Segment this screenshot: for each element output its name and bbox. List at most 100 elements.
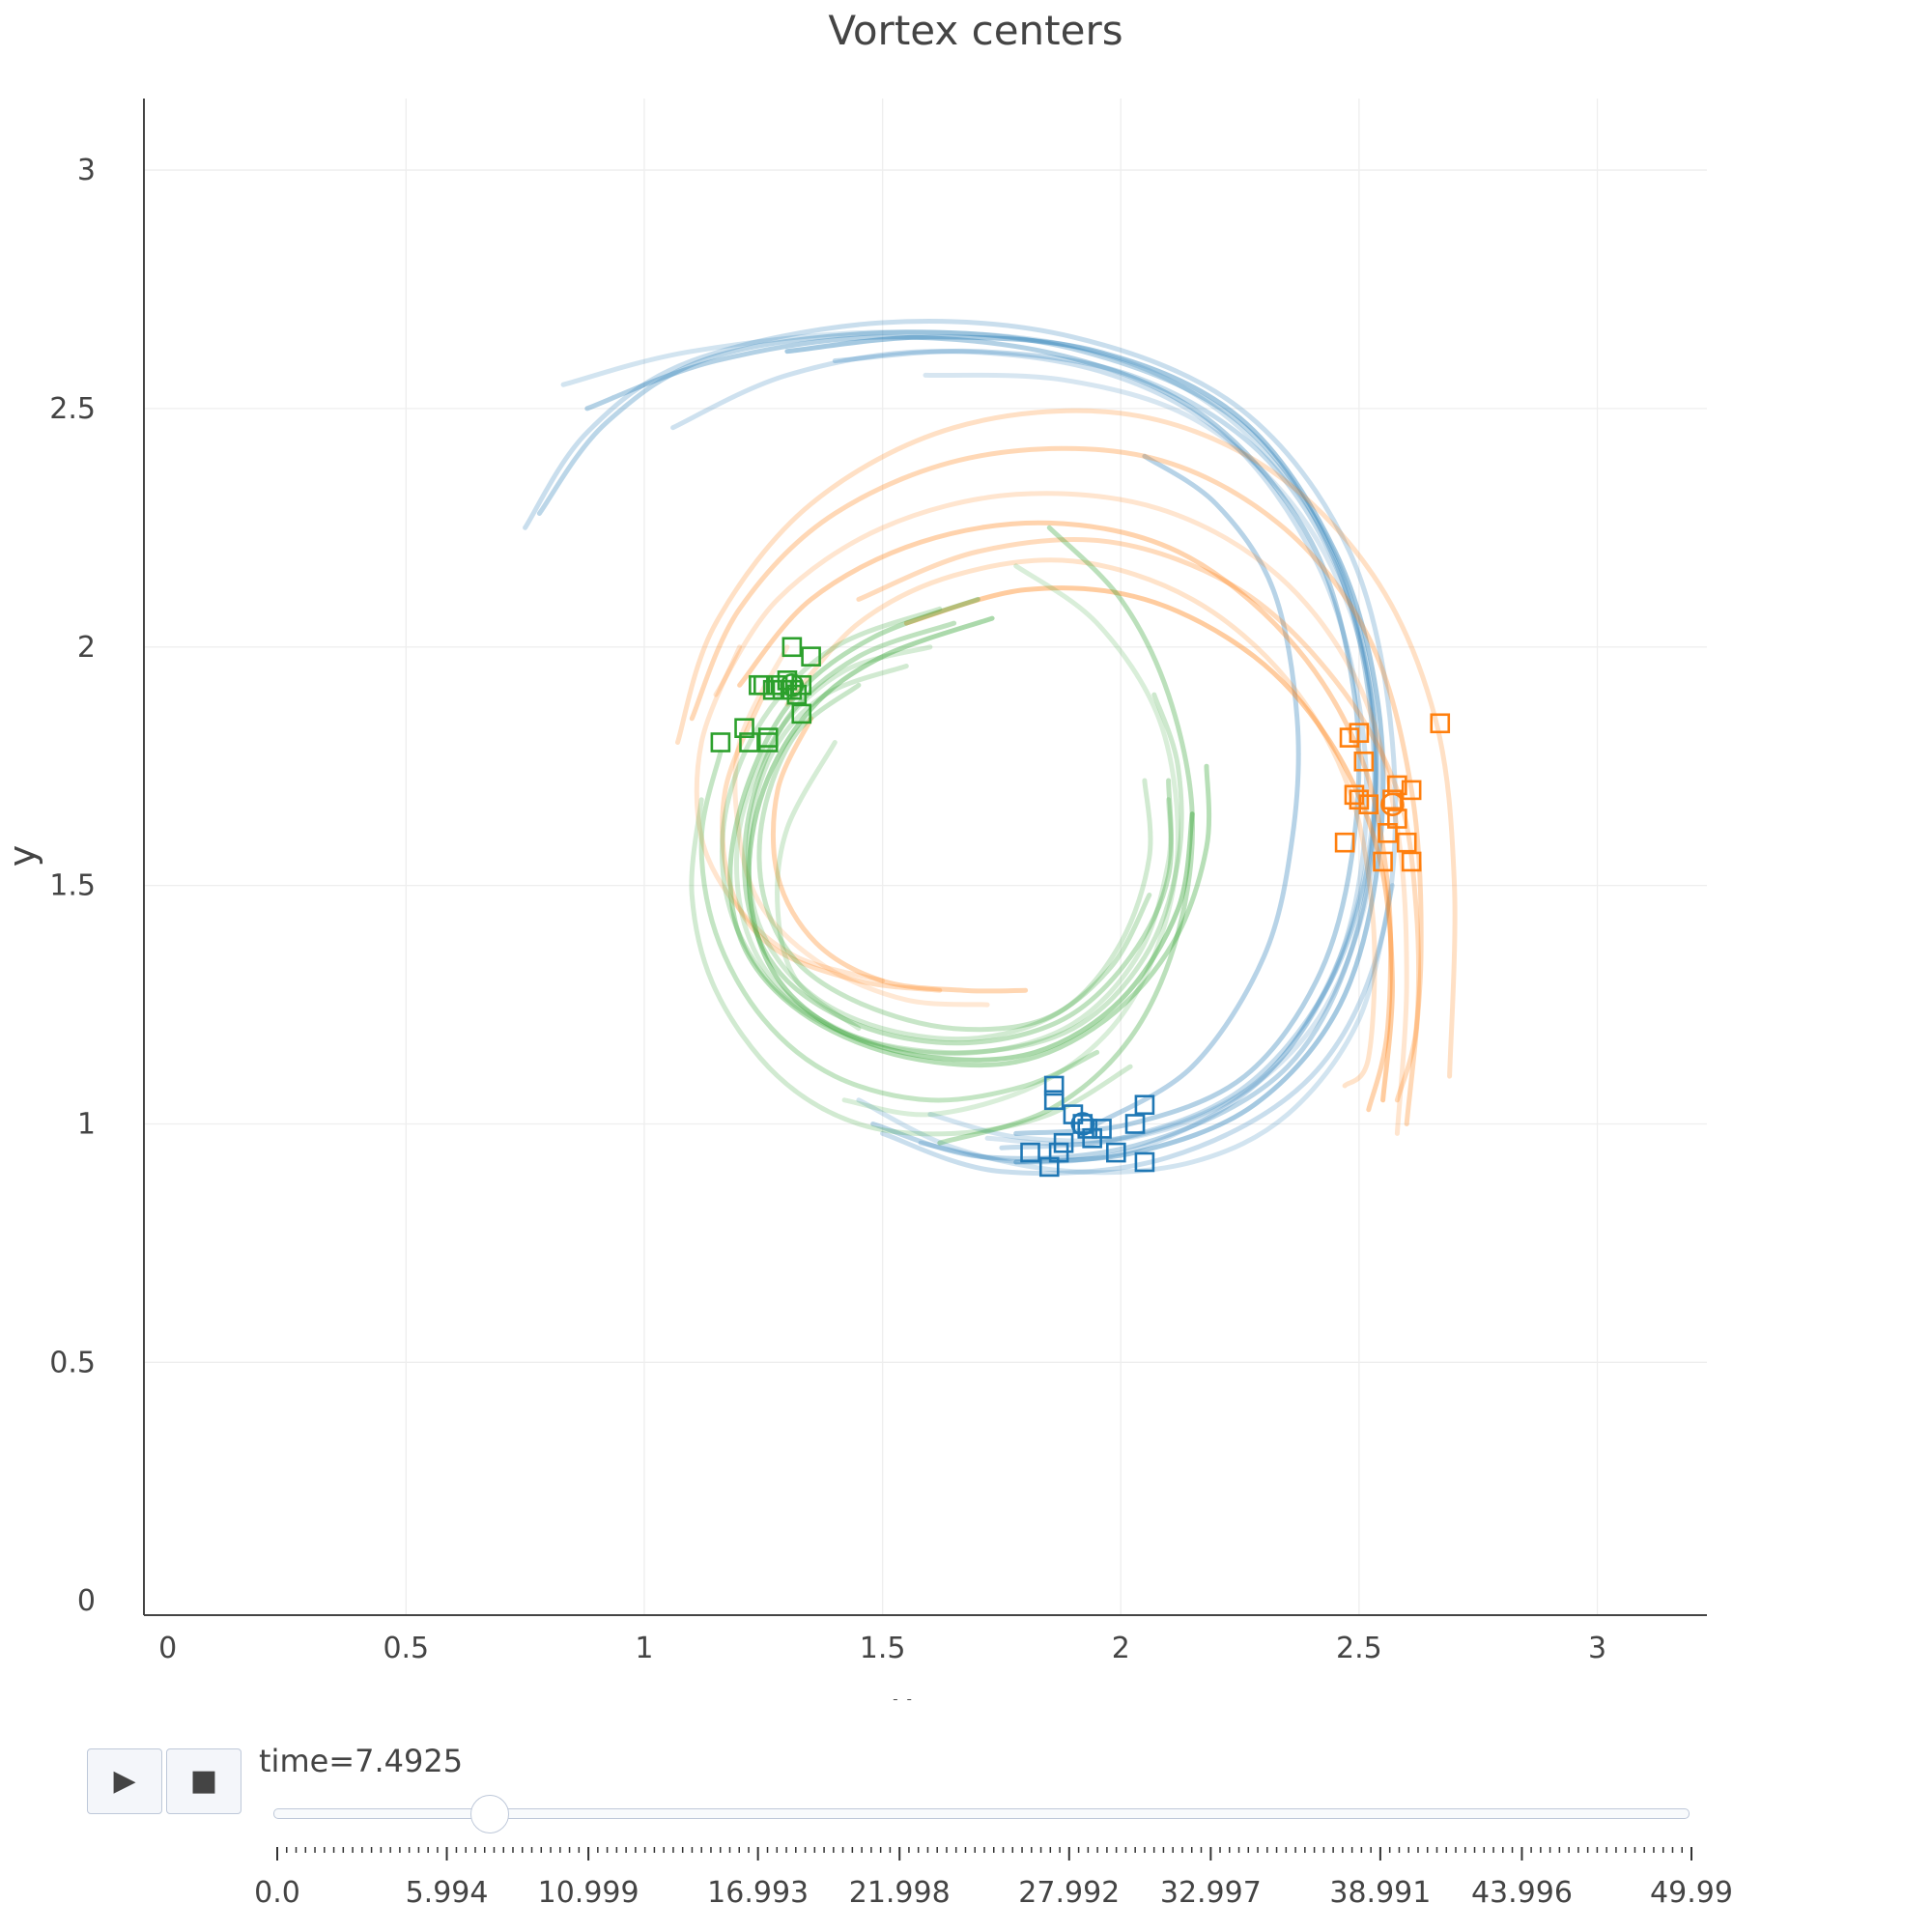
time-slider-handle[interactable] [470,1795,510,1833]
vortex-marker-square [1358,794,1379,814]
trajectory-line [923,372,1381,1148]
x-tick-labels: 0 0.5 1 1.5 2 2.5 3 [158,1632,1606,1665]
vortex-marker-square [791,674,812,696]
vortex-marker-square [1043,1090,1065,1111]
vortex-marker-square [1134,1094,1155,1116]
y-tick-label: 0.5 [49,1346,96,1379]
vortex-marker-square [1134,1151,1155,1173]
trajectory-line [841,563,1180,1118]
vortex-marker-square [1353,751,1375,772]
vortex-marker-square [1349,723,1370,743]
play-button[interactable]: ▶ [87,1748,162,1814]
vortex-marker-square [1430,713,1451,734]
trajectory-line [903,585,1395,1103]
slider-tick-label: 10.999 [537,1876,639,1910]
trajectory-line [675,408,1458,1079]
vortex-marker-square [1373,851,1393,872]
vortex-center-circle [780,672,805,697]
x-tick-label: 0.5 [383,1632,429,1665]
trajectory-line [733,644,1174,1057]
slider-current-value: time=7.4925 [259,1743,464,1779]
trajectory-line [832,348,1378,1151]
vortex-marker-square [1387,809,1407,829]
vortex-marker-square [1334,832,1355,853]
chart-title: Vortex centers [828,7,1122,54]
trajectories [523,319,1458,1177]
vortex-marker-square [801,646,821,667]
slider-tick-label: 49.99 [1650,1876,1733,1910]
slider-tick-label: 5.994 [405,1876,489,1910]
trajectory-line [784,334,1386,1165]
trajectory-line [694,644,886,983]
x-tick-label: 1.5 [860,1632,906,1665]
trajectory-line [689,797,1133,1137]
x-tick-label: 0 [158,1632,177,1665]
slider-tick-label: 21.998 [848,1876,951,1910]
stop-button[interactable]: ■ [166,1748,242,1814]
trajectory-line [560,329,1379,1144]
x-tick-label: 1 [635,1632,653,1665]
x-axis-title: x [892,1686,914,1700]
time-slider-track[interactable] [273,1808,1690,1819]
trajectory-line [746,615,1195,1063]
y-tick-label: 2.5 [49,392,96,426]
trajectory-line [584,334,1362,1136]
y-tick-label: 0 [77,1584,96,1618]
trajectory-line [856,883,1395,1176]
vortex-marker-square [1043,1075,1065,1096]
slider-tick-label: 38.991 [1329,1876,1432,1910]
y-axis-title: y [1,845,43,867]
x-tick-label: 2 [1112,1632,1130,1665]
vortex-marker-square [1396,832,1417,853]
trajectory-line [756,682,1152,1033]
vortex-marker-square [1401,851,1422,872]
trajectory-line [698,749,1100,1103]
vortex-marker-square [1053,1132,1074,1153]
x-tick-label: 2.5 [1336,1632,1382,1665]
vortex-marker-square [710,732,731,753]
vortex-marker-square [1401,780,1422,801]
trajectory-line [770,716,1029,994]
trajectory-line [856,537,1422,1103]
y-tick-label: 2 [77,631,96,665]
vortex-marker-square [1106,1142,1126,1163]
vortex-marker-square [781,637,803,658]
y-tick-label: 3 [77,154,96,187]
plot-area[interactable]: Vortex centers 0 0.5 1 1.5 2 2.5 3 0 0.5 1 1.5 2 2.… [0,0,1932,1700]
vortex-center-circle [1070,1112,1095,1136]
trajectory-line [1094,453,1301,1126]
slider-tick-label: 27.992 [1018,1876,1121,1910]
trajectory-line [689,445,1424,1126]
slider-tick-label: 43.996 [1470,1876,1573,1910]
slider-tick-label: 32.997 [1159,1876,1262,1910]
y-tick-label: 1.5 [49,869,96,903]
trajectory-line [719,606,1184,1056]
trajectory-line [523,319,1399,1177]
vortex-marker-square [757,732,779,753]
trajectory-line [784,557,1378,1089]
trajectory-line [720,692,943,993]
grid [144,99,1707,1615]
vortex-marker-square [1020,1142,1040,1163]
trajectory-line [737,520,1394,1113]
y-tick-label: 1 [77,1107,96,1141]
slider-tick-label: 16.993 [707,1876,810,1910]
trajectory-line [536,329,1378,1161]
y-tick-labels: 0 0.5 1 1.5 2 2.5 3 [49,154,96,1618]
stop-icon: ■ [189,1764,218,1798]
trajectory-line [775,740,862,1032]
play-icon: ▶ [113,1764,136,1798]
trajectory-line [670,349,1370,1165]
trajectory-line [713,491,1409,1136]
vortex-marker-square [791,703,812,724]
axes [143,99,1707,1616]
slider-tick-label: 0.0 [254,1876,300,1910]
trajectory-line [742,620,1175,1046]
vortex-center-circle [1380,792,1405,816]
vortex-marker-square [739,732,759,753]
vortex-marker-square [1124,1114,1146,1134]
x-tick-label: 3 [1588,1632,1606,1665]
vortex-marker-square [734,718,754,738]
markers [710,637,1451,1178]
